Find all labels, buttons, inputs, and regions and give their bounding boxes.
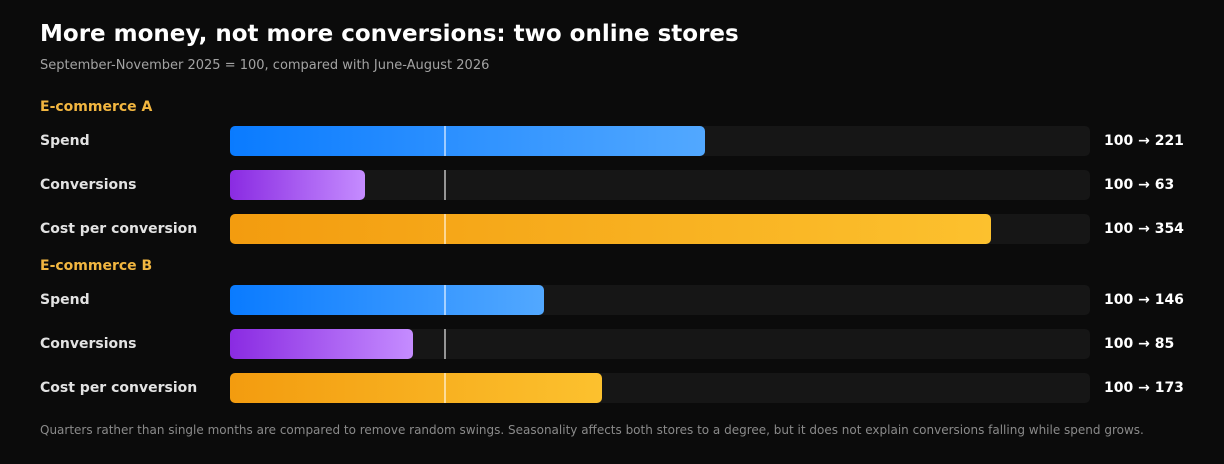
baseline-marker xyxy=(444,285,446,315)
baseline-marker xyxy=(444,329,446,359)
baseline-marker xyxy=(444,373,446,403)
row-label-conversions: Conversions xyxy=(40,336,137,352)
row-label-spend: Spend xyxy=(40,133,90,149)
bar-track xyxy=(230,214,1090,244)
value-label: 100 → 173 xyxy=(1104,380,1184,396)
row-label-conversions: Conversions xyxy=(40,177,137,193)
group-label: E-commerce A xyxy=(40,99,153,115)
value-label: 100 → 85 xyxy=(1104,336,1175,352)
value-label: 100 → 63 xyxy=(1104,177,1175,193)
bar-spend xyxy=(230,126,706,156)
baseline-marker xyxy=(444,214,446,244)
group-label: E-commerce B xyxy=(40,258,153,274)
bar-cost xyxy=(230,373,602,403)
bar-conversions xyxy=(230,329,413,359)
row-label-cost: Cost per conversion xyxy=(40,221,198,237)
row-label-cost: Cost per conversion xyxy=(40,380,198,396)
value-label: 100 → 146 xyxy=(1104,292,1184,308)
bar-track xyxy=(230,126,1090,156)
baseline-marker xyxy=(444,170,446,200)
row-label-spend: Spend xyxy=(40,292,90,308)
bar-spend xyxy=(230,285,544,315)
bar-cost xyxy=(230,214,992,244)
bar-track xyxy=(230,285,1090,315)
bar-conversions xyxy=(230,170,366,200)
bar-track xyxy=(230,170,1090,200)
value-label: 100 → 354 xyxy=(1104,221,1184,237)
chart-title: More money, not more conversions: two on… xyxy=(40,21,739,47)
bar-track xyxy=(230,329,1090,359)
bar-track xyxy=(230,373,1090,403)
footnote: Quarters rather than single months are c… xyxy=(40,423,1144,437)
baseline-marker xyxy=(444,126,446,156)
value-label: 100 → 221 xyxy=(1104,133,1184,149)
chart-subtitle: September-November 2025 = 100, compared … xyxy=(40,58,490,73)
